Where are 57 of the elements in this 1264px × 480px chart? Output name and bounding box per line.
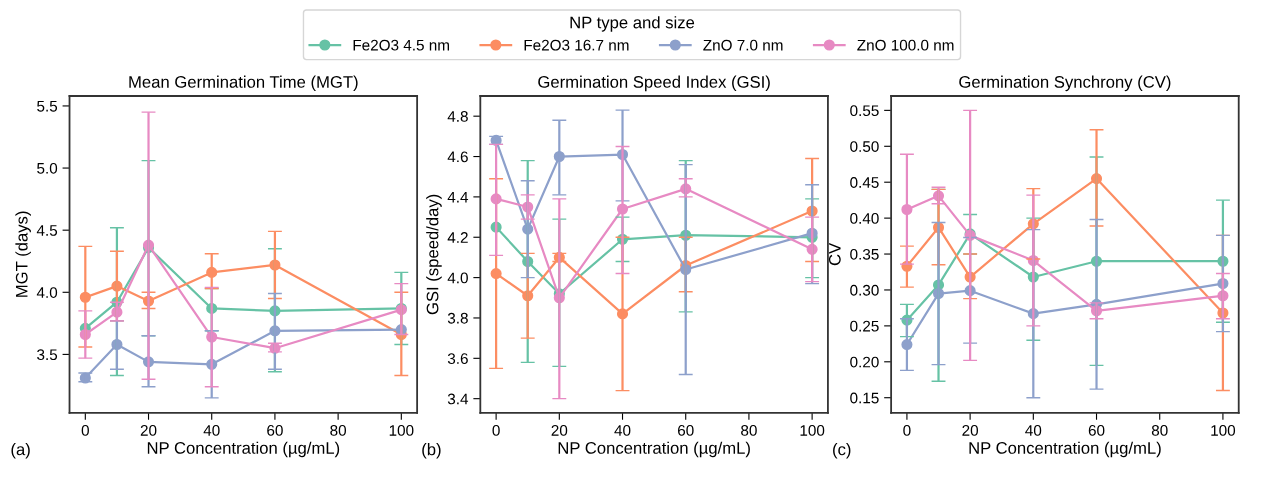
- legend-title: NP type and size: [570, 16, 695, 32]
- y-tick-label: 4.6: [447, 151, 468, 163]
- y-tick-label: 5.5: [37, 100, 58, 112]
- x-tick-label: 80: [330, 425, 347, 436]
- legend-label: Fe2O3 16.7 nm: [524, 39, 629, 51]
- y-tick-label: 0.15: [850, 392, 879, 404]
- chart-title: Mean Germination Time (MGT): [129, 75, 358, 92]
- chart-title: Germination Synchrony (CV): [959, 75, 1171, 92]
- x-tick-label: 20: [551, 425, 568, 436]
- legend-label: Fe2O3 4.5 nm: [353, 39, 449, 51]
- x-tick-label: 100: [389, 425, 414, 436]
- y-tick-label: 5.0: [37, 162, 58, 174]
- x-axis-title: NP Concentration (µg/mL): [558, 441, 750, 458]
- x-tick-label: 0: [81, 425, 89, 436]
- y-tick-label: 0.50: [850, 141, 879, 152]
- y-tick-label: 4.5: [36, 225, 58, 236]
- x-tick-label: 20: [140, 425, 157, 436]
- y-tick-label: 0.40: [850, 212, 879, 224]
- y-tick-label: 0.20: [850, 356, 879, 368]
- x-tick-label: 60: [678, 425, 694, 436]
- x-tick-label: 40: [614, 425, 631, 436]
- x-tick-label: 100: [1211, 425, 1236, 436]
- y-tick-label: 0.30: [850, 284, 879, 296]
- y-axis-title: CV: [828, 242, 841, 266]
- x-axis-title: NP Concentration (µg/mL): [147, 441, 340, 458]
- x-tick-label: 100: [800, 425, 825, 436]
- y-tick-label: 4.8: [447, 111, 468, 122]
- x-tick-label: 60: [267, 425, 283, 436]
- x-tick-label: 20: [962, 425, 979, 436]
- y-tick-label: 3.5: [37, 349, 58, 361]
- y-tick-label: 4.4: [447, 191, 469, 203]
- x-tick-label: 0: [492, 425, 500, 436]
- y-tick-label: 3.8: [447, 312, 468, 324]
- y-tick-label: 0.45: [850, 177, 879, 188]
- x-tick-label: 40: [203, 425, 220, 436]
- y-tick-label: 0.25: [850, 320, 879, 332]
- text: (a): [11, 443, 30, 459]
- x-tick-label: 80: [1151, 425, 1168, 436]
- y-tick-label: 3.4: [447, 393, 469, 405]
- x-axis-title: NP Concentration (µg/mL): [969, 441, 1161, 458]
- y-tick-label: 4.0: [447, 272, 468, 284]
- y-axis-title: GSI (speed/day): [426, 194, 442, 315]
- legend-label: ZnO 100.0 nm: [857, 39, 954, 51]
- y-tick-label: 0.35: [850, 248, 879, 260]
- x-tick-label: 80: [741, 425, 757, 436]
- text: (c): [833, 443, 851, 459]
- x-tick-label: 0: [903, 425, 911, 436]
- chart-title: Germination Speed Index (GSI): [538, 75, 770, 92]
- y-tick-label: 3.6: [447, 353, 468, 364]
- x-tick-label: 60: [1088, 425, 1105, 436]
- y-tick-label: 0.55: [850, 105, 879, 117]
- y-tick-label: 4.2: [447, 232, 468, 243]
- x-tick-label: 40: [1025, 425, 1042, 436]
- legend-label: ZnO 7.0 nm: [703, 39, 783, 51]
- y-tick-label: 4.0: [36, 287, 58, 298]
- text: (b): [422, 443, 441, 459]
- y-axis-title: MGT (days): [15, 211, 31, 297]
